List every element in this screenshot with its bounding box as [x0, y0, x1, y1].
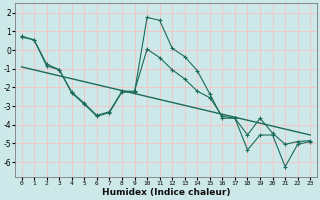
X-axis label: Humidex (Indice chaleur): Humidex (Indice chaleur) — [102, 188, 230, 197]
